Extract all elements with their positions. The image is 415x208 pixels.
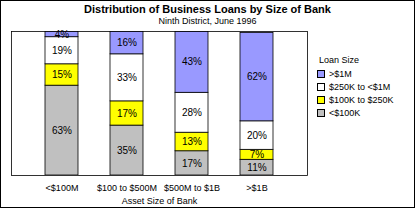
svg-text:>$1B: >$1B	[246, 183, 267, 193]
svg-text:15%: 15%	[52, 69, 72, 80]
html-text:Ninth District, June 1996: Ninth District, June 1996	[158, 16, 257, 26]
html-text:Loan Size: Loan Size	[319, 55, 359, 65]
svg-text:13%: 13%	[182, 136, 202, 147]
svg-text:20%: 20%	[247, 130, 267, 141]
html-text:Distribution of Business Loans: Distribution of Business Loans by Size o…	[84, 3, 331, 15]
html-text:>$1M: >$1M	[329, 69, 352, 79]
svg-text:$100 to $500M: $100 to $500M	[97, 183, 157, 193]
svg-text:4%: 4%	[55, 29, 70, 40]
svg-text:<$100M: <$100M	[46, 183, 79, 193]
svg-text:11%: 11%	[247, 162, 266, 173]
svg-text:62%: 62%	[247, 71, 267, 82]
svg-text:28%: 28%	[182, 107, 202, 118]
html-text:$250K to <$1M: $250K to <$1M	[329, 82, 391, 92]
svg-text:19%: 19%	[52, 45, 72, 56]
html-text:<$100K: <$100K	[329, 108, 361, 118]
svg-text:Asset Size of Bank: Asset Size of Bank	[122, 196, 198, 206]
svg-text:43%: 43%	[182, 56, 202, 67]
svg-text:7%: 7%	[250, 149, 265, 160]
svg-text:35%: 35%	[117, 145, 137, 156]
svg-text:17%: 17%	[182, 158, 202, 169]
svg-text:17%: 17%	[117, 108, 137, 119]
svg-text:33%: 33%	[117, 72, 137, 83]
html-text:$100K to $250K: $100K to $250K	[329, 95, 394, 105]
svg-text:$500M to $1B: $500M to $1B	[164, 183, 220, 193]
svg-text:16%: 16%	[117, 37, 137, 48]
svg-text:63%: 63%	[52, 125, 72, 136]
